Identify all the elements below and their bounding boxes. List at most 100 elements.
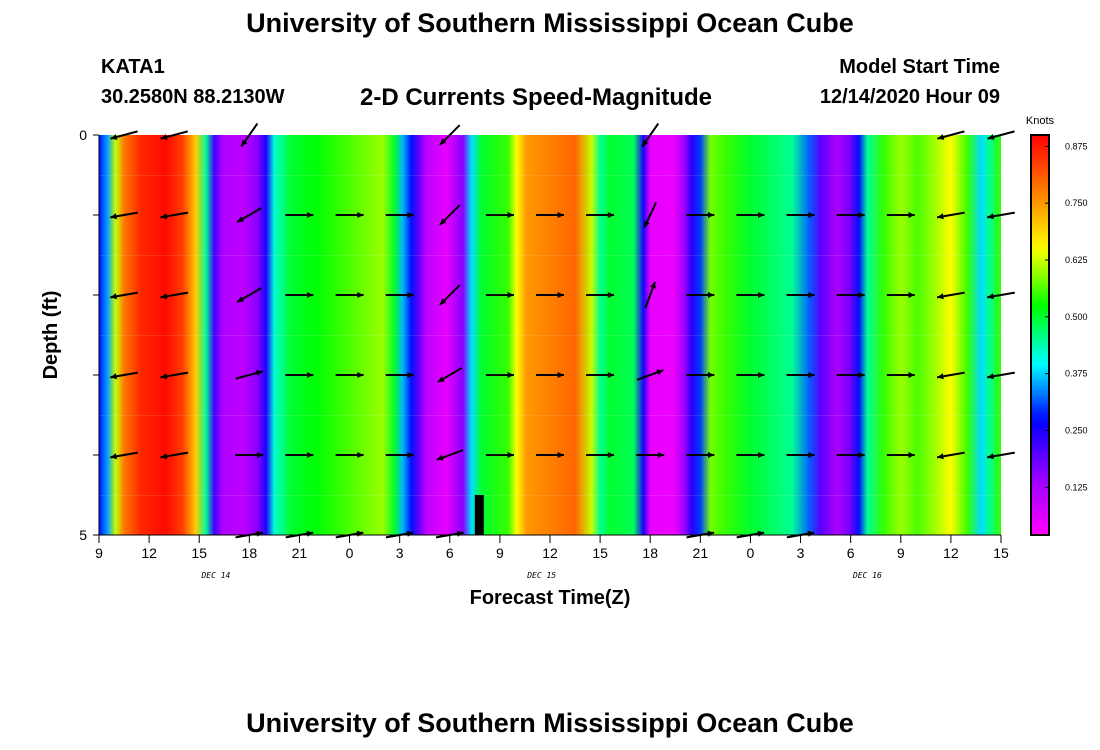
current-arrow [285,292,314,298]
current-arrow [439,204,461,226]
colorbar-tick-label: 0.250 [1065,425,1088,435]
heatmap-band [99,415,1001,416]
current-arrow [160,371,189,380]
heatmap-field [99,135,1001,535]
current-arrow [485,372,514,378]
current-arrow [385,292,414,298]
current-arrow [335,212,364,218]
current-arrow [886,452,915,458]
current-arrow [786,452,815,458]
current-arrow [686,452,715,458]
current-arrow [110,211,138,220]
x-tick-label: 12 [943,545,959,561]
current-arrow [987,291,1015,300]
x-tick-label: 9 [897,545,905,561]
axes: 9 12 15 18 21 0 3 6 9 12 15 18 21 0 3 6 9 12 15 DEC 14 DEC 1… [40,127,1009,609]
current-arrow [586,292,615,298]
current-arrow [436,449,464,461]
current-arrow [160,130,188,140]
current-arrow [641,122,660,148]
colorbar-tick-label: 0.875 [1065,141,1088,151]
x-tick-label: 3 [396,545,404,561]
x-tick-label: 6 [446,545,454,561]
colorbar-tick-label: 0.750 [1065,198,1088,208]
x-tick-label: 15 [191,545,207,561]
current-arrow [836,212,865,218]
current-arrow [987,451,1015,460]
current-arrow [686,372,715,378]
colorbar-tick-label: 0.500 [1065,312,1088,322]
current-arrow [485,212,514,218]
current-arrow [385,372,414,378]
y-axis-label: Depth (ft) [40,291,62,380]
current-arrow [987,371,1015,380]
bottom-marker [474,495,484,535]
colorbar-tick-label: 0.125 [1065,482,1088,492]
y-tick-label: 0 [79,127,87,143]
current-arrow [110,371,138,380]
current-arrow [437,367,463,383]
current-arrow [110,451,138,460]
current-arrow [836,372,865,378]
current-arrow [836,452,865,458]
current-arrow [335,372,364,378]
current-arrow [644,281,656,309]
current-arrow [987,130,1015,140]
colorbar-unit: Knots [1026,115,1055,127]
current-arrow [536,212,564,218]
colorbar-tick-label: 0.375 [1065,369,1088,379]
model-start-value: 12/14/2020 Hour 09 [819,86,1000,108]
current-arrow [937,130,965,140]
heatmap-band [99,335,1001,336]
footer-title: University of Southern Mississippi Ocean… [246,708,854,738]
current-arrow [636,369,664,381]
current-arrow [586,372,615,378]
day-label: DEC 14 [200,571,230,580]
current-arrow [160,451,189,460]
current-arrow [485,452,514,458]
chart-title: 2-D Currents Speed-Magnitude [360,84,713,111]
current-arrow [736,212,765,218]
current-arrow [643,201,658,229]
x-tick-label: 21 [292,545,308,561]
x-tick-label: 18 [642,545,658,561]
day-label: DEC 16 [852,571,882,580]
current-arrow [886,212,915,218]
current-arrow [736,292,765,298]
current-arrow [335,452,364,458]
page-title: University of Southern Mississippi Ocean… [246,8,854,38]
current-arrow [786,372,815,378]
current-arrow [886,372,915,378]
x-tick-label: 9 [496,545,504,561]
current-arrow [686,212,715,218]
station-id: KATA1 [101,56,165,78]
current-arrow [236,207,262,223]
current-arrow [235,452,264,458]
current-arrow [536,372,564,378]
heatmap-layer [99,135,1001,535]
current-arrow [586,452,615,458]
current-arrow [686,292,715,298]
x-tick-label: 6 [847,545,855,561]
colorbar: 0.875 0.750 0.625 0.500 0.375 0.250 0.125 Knots [1026,115,1088,536]
current-arrow [936,371,965,380]
current-arrow [160,211,189,220]
x-tick-label: 12 [542,545,558,561]
x-tick-label: 0 [346,545,354,561]
current-arrow [110,291,138,300]
x-tick-label: 21 [693,545,709,561]
current-arrow [736,372,765,378]
current-arrow [110,130,138,140]
model-start-label: Model Start Time [839,56,1000,78]
current-arrow [936,451,965,460]
current-arrow [636,452,665,458]
current-arrow [235,370,264,380]
current-arrow [285,452,314,458]
current-arrow [736,452,765,458]
current-arrow [439,124,461,146]
x-tick-label: 9 [95,545,103,561]
station-coordinates: 30.2580N 88.2130W [101,86,285,108]
current-arrow [936,291,965,300]
x-tick-label: 3 [797,545,805,561]
